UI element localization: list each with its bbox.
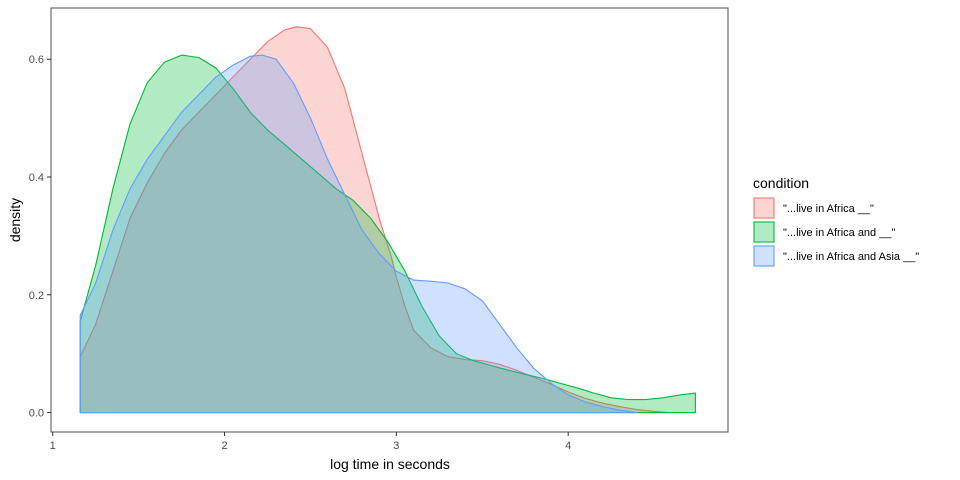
series-layer [79, 26, 696, 414]
y-tick-label: 0.2 [29, 290, 44, 302]
legend-key-2 [753, 221, 775, 243]
legend-title: condition [753, 175, 809, 191]
x-axis-title: log time in seconds [330, 456, 450, 472]
x-tick-label: 2 [221, 440, 227, 452]
legend-items: "...live in Africa __" "...live in Africa… [753, 197, 919, 267]
legend-key-3 [753, 245, 775, 267]
legend-label-1: "...live in Africa __" [783, 203, 874, 215]
y-tick-label: 0.0 [29, 408, 44, 420]
x-tick-label: 1 [50, 440, 56, 452]
legend-label-3: "...live in Africa and Asia __" [783, 251, 919, 263]
x-tick-label: 4 [565, 440, 571, 452]
legend: condition "...live in Africa __""...live… [753, 175, 919, 267]
legend-key-1 [753, 197, 775, 219]
y-tick-label: 0.4 [29, 172, 44, 184]
y-tick-label: 0.6 [29, 54, 44, 66]
y-axis-title: density [7, 198, 23, 242]
x-tick-label: 3 [393, 440, 399, 452]
legend-label-2: "...live in Africa and __" [783, 227, 895, 239]
density-area-2 [79, 54, 696, 414]
plot-panel [50, 7, 729, 433]
density-area-3 [79, 54, 638, 414]
axis-layer: 1 2 3 4 0.0 0.2 0.4 0.6 [29, 54, 572, 452]
